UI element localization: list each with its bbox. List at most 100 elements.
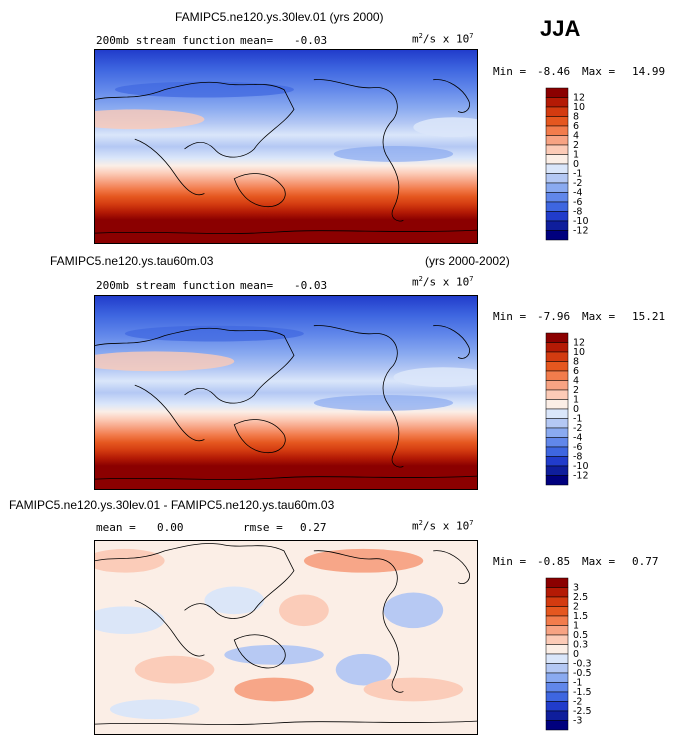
colorbar-tick-label: 4 xyxy=(573,376,579,387)
panel2-max-value: 15.21 xyxy=(632,310,666,323)
colorbar-tick-label: -12 xyxy=(573,471,589,482)
panel2-min-label: Min = xyxy=(493,310,527,323)
colorbar-swatch xyxy=(545,201,569,212)
panel1-subtitle: 200mb stream function xyxy=(96,34,236,47)
colorbar-tick-label: 0 xyxy=(573,404,579,415)
colorbar-swatch xyxy=(545,587,569,598)
colorbar-tick-label: -2 xyxy=(573,178,582,189)
colorbar-tick-label: -8 xyxy=(573,207,582,218)
colorbar-swatch xyxy=(545,663,569,674)
colorbar-swatch xyxy=(545,116,569,127)
panel3-mean-value: 0.00 xyxy=(157,521,184,534)
colorbar-swatch xyxy=(545,125,569,136)
colorbar-tick-label: -0.3 xyxy=(573,659,592,670)
colorbar-swatch xyxy=(545,144,569,155)
panel3-max-label: Max = xyxy=(582,555,616,568)
colorbar-swatch xyxy=(545,135,569,146)
colorbar-swatch xyxy=(545,427,569,438)
panel1-max-label: Max = xyxy=(582,65,616,78)
colorbar-tick-label: 0.3 xyxy=(573,640,588,651)
colorbar-swatch xyxy=(545,154,569,165)
colorbar-swatch xyxy=(545,173,569,184)
colorbar-swatch xyxy=(545,437,569,448)
colorbar-swatch xyxy=(545,342,569,353)
colorbar-swatch xyxy=(545,211,569,222)
panel3-min-label: Min = xyxy=(493,555,527,568)
panel3-title: FAMIPC5.ne120.ys.30lev.01 - FAMIPC5.ne12… xyxy=(9,498,335,512)
panel3-mean-label: mean = xyxy=(96,521,136,534)
panel1-units: m2/s x 107 xyxy=(412,32,474,46)
colorbar-swatch xyxy=(545,418,569,429)
colorbar-tick-label: -4 xyxy=(573,433,582,444)
colorbar-tick-label: 1.5 xyxy=(573,611,588,622)
colorbar-swatch xyxy=(545,106,569,117)
colorbar-tick-label: 8 xyxy=(573,112,579,123)
colorbar-swatch xyxy=(545,653,569,664)
panel2-title: FAMIPC5.ne120.ys.tau60m.03 xyxy=(50,254,214,268)
colorbar-tick-label: -1 xyxy=(573,414,582,425)
panel3-rmse-label: rmse = xyxy=(243,521,283,534)
colorbar-tick-label: -4 xyxy=(573,188,582,199)
colorbar-swatch xyxy=(545,408,569,419)
panel3-units: m2/s x 107 xyxy=(412,519,474,533)
colorbar-swatch xyxy=(545,389,569,400)
panel3-max-value: 0.77 xyxy=(632,555,659,568)
colorbar-swatch xyxy=(545,596,569,607)
colorbar-swatch xyxy=(545,230,569,241)
colorbar-swatch xyxy=(545,606,569,617)
panel2-units: m2/s x 107 xyxy=(412,275,474,289)
colorbar-swatch xyxy=(545,475,569,486)
colorbar-tick-label: -2 xyxy=(573,423,582,434)
colorbar-tick-label: 4 xyxy=(573,131,579,142)
colorbar-swatch xyxy=(545,615,569,626)
panel2-title-years: (yrs 2000-2002) xyxy=(425,254,510,268)
panel1-min-value: -8.46 xyxy=(537,65,571,78)
panel2-mean-label: mean= xyxy=(240,279,274,292)
colorbar-swatch xyxy=(545,370,569,381)
colorbar-tick-label: -1 xyxy=(573,678,582,689)
colorbar-swatch xyxy=(545,456,569,467)
colorbar-tick-label: -1 xyxy=(573,169,582,180)
colorbar-swatch xyxy=(545,87,569,98)
colorbar-tick-label: 6 xyxy=(573,366,579,377)
colorbar-swatch xyxy=(545,97,569,108)
colorbar-tick-label: -12 xyxy=(573,226,589,237)
panel2-map xyxy=(94,295,478,490)
colorbar-swatch xyxy=(545,399,569,410)
colorbar-tick-label: 1 xyxy=(573,150,579,161)
colorbar-tick-label: -2.5 xyxy=(573,706,592,717)
colorbar-swatch xyxy=(545,720,569,731)
colorbar-swatch xyxy=(545,710,569,721)
colorbar-tick-label: 0 xyxy=(573,159,579,170)
colorbar-tick-label: -3 xyxy=(573,716,582,727)
panel1-title: FAMIPC5.ne120.ys.30lev.01 (yrs 2000) xyxy=(175,10,384,24)
colorbar-tick-label: -6 xyxy=(573,197,582,208)
colorbar-swatch xyxy=(545,446,569,457)
colorbar-swatch xyxy=(545,644,569,655)
colorbar-swatch xyxy=(545,577,569,588)
colorbar-tick-label: 12 xyxy=(573,338,585,349)
colorbar-tick-label: 6 xyxy=(573,121,579,132)
colorbar-tick-label: -6 xyxy=(573,442,582,453)
season-label: JJA xyxy=(540,16,581,41)
colorbar-swatch xyxy=(545,691,569,702)
colorbar-tick-label: -0.5 xyxy=(573,668,592,679)
colorbar-tick-label: 0 xyxy=(573,649,579,660)
colorbar-tick-label: 12 xyxy=(573,93,585,104)
panel2-mean-value: -0.03 xyxy=(294,279,328,292)
colorbar-swatch xyxy=(545,634,569,645)
colorbar-swatch xyxy=(545,192,569,203)
colorbar-tick-label: -10 xyxy=(573,216,589,227)
colorbar-tick-label: -1.5 xyxy=(573,687,592,698)
colorbar-tick-label: 3 xyxy=(573,583,579,594)
colorbar-swatch xyxy=(545,682,569,693)
panel2-subtitle: 200mb stream function xyxy=(96,279,236,292)
colorbar-tick-label: 10 xyxy=(573,102,585,113)
panel3-map xyxy=(94,540,478,735)
panel2-min-value: -7.96 xyxy=(537,310,571,323)
panel1-min-label: Min = xyxy=(493,65,527,78)
colorbar-tick-label: -2 xyxy=(573,697,582,708)
colorbar-tick-label: 2 xyxy=(573,140,579,151)
